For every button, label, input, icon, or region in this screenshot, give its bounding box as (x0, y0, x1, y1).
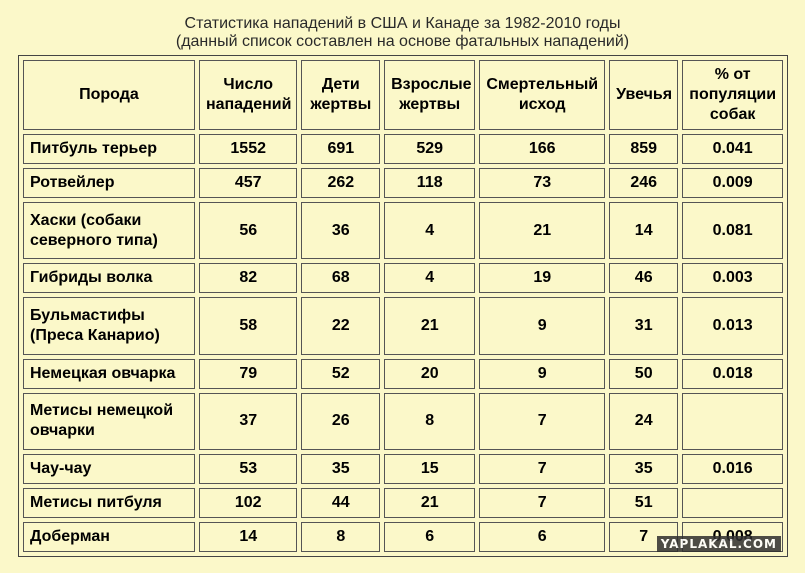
cell-maimings: 14 (609, 202, 679, 260)
cell-breed: Питбуль терьер (23, 134, 195, 164)
cell-maimings: 859 (609, 134, 679, 164)
header-adults: Взрослые жертвы (384, 60, 476, 130)
cell-deaths: 21 (479, 202, 606, 260)
cell-breed: Метисы немецкой овчарки (23, 392, 195, 450)
header-breed: Порода (23, 60, 195, 130)
watermark-logo: YAPLAKAL.COM (656, 536, 781, 552)
cell-children: 26 (301, 392, 381, 450)
cell-maimings: 46 (609, 263, 679, 294)
cell-adults: 4 (384, 263, 476, 294)
table-row: Питбуль терьер 1552 691 529 166 859 0.04… (23, 134, 783, 164)
cell-breed: Доберман (23, 521, 195, 552)
cell-deaths: 73 (479, 168, 606, 198)
cell-breed: Бульмастифы (Преса Канарио) (23, 297, 195, 355)
stats-table: Порода Число нападений Дети жертвы Взрос… (19, 56, 787, 556)
cell-percent: 0.013 (682, 297, 783, 355)
cell-percent (682, 487, 783, 518)
cell-adults: 20 (384, 358, 476, 389)
cell-percent (682, 392, 783, 450)
cell-deaths: 7 (479, 453, 606, 484)
cell-breed: Гибриды волка (23, 263, 195, 294)
header-deaths: Смертельный исход (479, 60, 606, 130)
cell-maimings: 24 (609, 392, 679, 450)
table-row: Немецкая овчарка 79 52 20 9 50 0.018 (23, 358, 783, 389)
cell-deaths: 19 (479, 263, 606, 294)
cell-attacks: 37 (198, 392, 298, 450)
page-title: Статистика нападений в США и Канаде за 1… (0, 15, 805, 51)
cell-breed: Чау-чау (23, 453, 195, 484)
cell-percent: 0.003 (682, 263, 783, 294)
cell-children: 68 (301, 263, 381, 294)
cell-children: 36 (301, 202, 381, 260)
cell-breed: Ротвейлер (23, 168, 195, 198)
cell-attacks: 14 (198, 521, 298, 552)
header-maimings: Увечья (609, 60, 679, 130)
table-row: Бульмастифы (Преса Канарио) 58 22 21 9 3… (23, 297, 783, 355)
stats-table-container: Порода Число нападений Дети жертвы Взрос… (18, 55, 788, 557)
cell-maimings: 50 (609, 358, 679, 389)
cell-breed: Немецкая овчарка (23, 358, 195, 389)
cell-children: 262 (301, 168, 381, 198)
cell-breed: Хаски (собаки северного типа) (23, 202, 195, 260)
cell-children: 52 (301, 358, 381, 389)
title-line-2: (данный список составлен на основе фатал… (175, 33, 630, 50)
table-row: Гибриды волка 82 68 4 19 46 0.003 (23, 263, 783, 294)
cell-percent: 0.041 (682, 134, 783, 164)
cell-deaths: 6 (479, 521, 606, 552)
table-row: Хаски (собаки северного типа) 56 36 4 21… (23, 202, 783, 260)
cell-adults: 21 (384, 297, 476, 355)
cell-attacks: 1552 (198, 134, 298, 164)
cell-attacks: 53 (198, 453, 298, 484)
cell-maimings: 31 (609, 297, 679, 355)
cell-deaths: 166 (479, 134, 606, 164)
cell-percent: 0.009 (682, 168, 783, 198)
cell-children: 35 (301, 453, 381, 484)
cell-attacks: 457 (198, 168, 298, 198)
cell-children: 22 (301, 297, 381, 355)
cell-attacks: 58 (198, 297, 298, 355)
header-attacks: Число нападений (198, 60, 298, 130)
cell-percent: 0.016 (682, 453, 783, 484)
cell-deaths: 7 (479, 392, 606, 450)
table-row: Метисы питбуля 102 44 21 7 51 (23, 487, 783, 518)
header-children: Дети жертвы (301, 60, 381, 130)
table-row: Метисы немецкой овчарки 37 26 8 7 24 (23, 392, 783, 450)
table-body: Питбуль терьер 1552 691 529 166 859 0.04… (23, 134, 783, 552)
cell-adults: 529 (384, 134, 476, 164)
cell-percent: 0.018 (682, 358, 783, 389)
cell-breed: Метисы питбуля (23, 487, 195, 518)
cell-attacks: 82 (198, 263, 298, 294)
header-row: Порода Число нападений Дети жертвы Взрос… (23, 60, 783, 130)
cell-children: 8 (301, 521, 381, 552)
cell-adults: 15 (384, 453, 476, 484)
header-percent: % от популяции собак (682, 60, 783, 130)
cell-adults: 118 (384, 168, 476, 198)
cell-deaths: 9 (479, 358, 606, 389)
cell-maimings: 51 (609, 487, 679, 518)
cell-deaths: 7 (479, 487, 606, 518)
cell-children: 44 (301, 487, 381, 518)
cell-attacks: 79 (198, 358, 298, 389)
cell-maimings: 246 (609, 168, 679, 198)
cell-deaths: 9 (479, 297, 606, 355)
table-row: Ротвейлер 457 262 118 73 246 0.009 (23, 168, 783, 198)
cell-children: 691 (301, 134, 381, 164)
cell-adults: 21 (384, 487, 476, 518)
cell-adults: 4 (384, 202, 476, 260)
cell-percent: 0.081 (682, 202, 783, 260)
cell-maimings: 35 (609, 453, 679, 484)
cell-adults: 8 (384, 392, 476, 450)
title-line-1: Статистика нападений в США и Канаде за 1… (184, 15, 621, 32)
table-row: Чау-чау 53 35 15 7 35 0.016 (23, 453, 783, 484)
cell-attacks: 102 (198, 487, 298, 518)
cell-adults: 6 (384, 521, 476, 552)
cell-attacks: 56 (198, 202, 298, 260)
